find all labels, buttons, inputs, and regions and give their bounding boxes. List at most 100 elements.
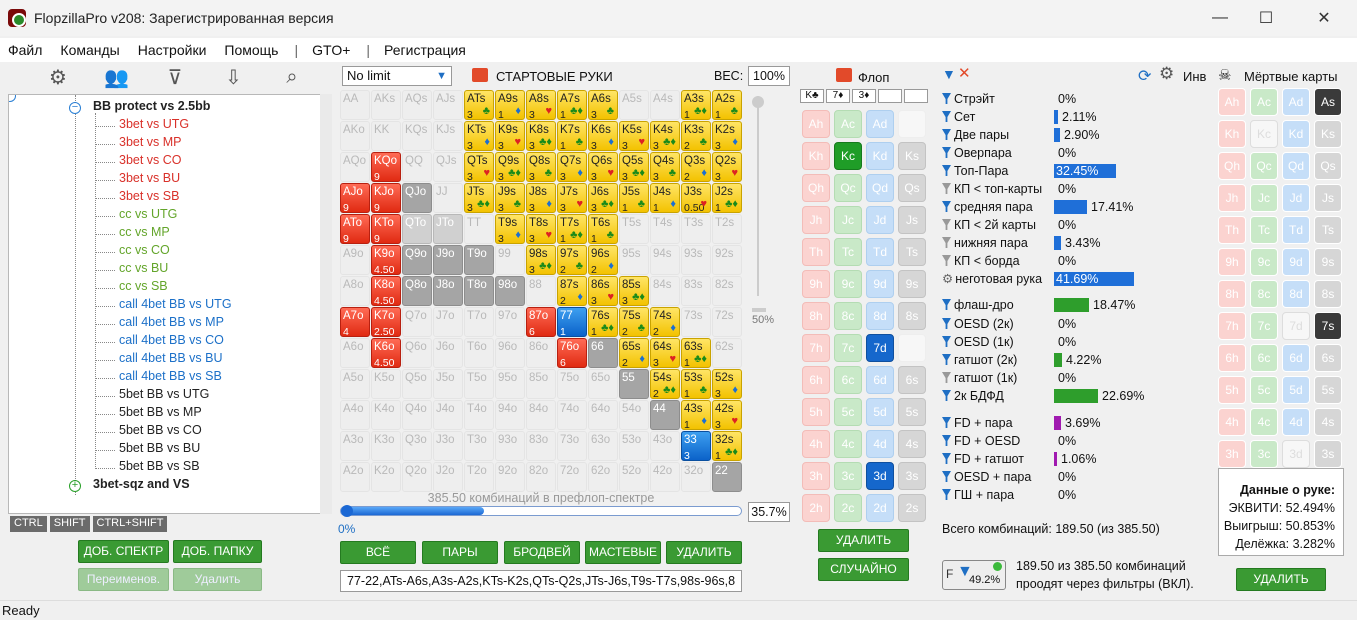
dead-card-4s[interactable]: 4s bbox=[1314, 408, 1342, 436]
filter-icon[interactable] bbox=[942, 471, 951, 482]
hand-cell[interactable]: 92o bbox=[495, 462, 525, 492]
hand-cell[interactable]: T8s 3 ♥ bbox=[526, 214, 556, 244]
flop-delete-button[interactable]: УДАЛИТЬ bbox=[818, 529, 909, 552]
hand-cell[interactable]: A8s 3 ♥ bbox=[526, 90, 556, 120]
flop-card-3h[interactable]: 3h bbox=[802, 462, 830, 490]
tree-item[interactable]: 3bet vs MP bbox=[119, 135, 182, 149]
hand-cell[interactable]: 98s 3 ♣♦ bbox=[526, 245, 556, 275]
hand-cell[interactable]: T6s 1 ♣ bbox=[588, 214, 618, 244]
filter-icon[interactable] bbox=[942, 93, 951, 104]
flop-card-4h[interactable]: 4h bbox=[802, 430, 830, 458]
hand-cell[interactable]: J6s 3 ♣♦ bbox=[588, 183, 618, 213]
rename-button[interactable]: Переименов. bbox=[78, 568, 169, 591]
stat-row[interactable]: средняя пара bbox=[942, 198, 1033, 216]
stat-row[interactable]: ⚙ неготовая рука bbox=[942, 270, 1042, 288]
hand-cell[interactable]: A7o 4 bbox=[340, 307, 370, 337]
hand-cell[interactable]: QJo bbox=[402, 183, 432, 213]
tree-folder-bb-protect[interactable]: BB protect vs 2.5bb bbox=[93, 99, 211, 113]
hand-cell[interactable]: A2s 1 ♣ bbox=[712, 90, 742, 120]
dead-card-Td[interactable]: Td bbox=[1282, 216, 1310, 244]
dead-card-8h[interactable]: 8h bbox=[1218, 280, 1246, 308]
flop-card-3d[interactable]: 3d bbox=[866, 462, 894, 490]
hand-cell[interactable]: T7s 1 ♣♦ bbox=[557, 214, 587, 244]
dead-card-Qs[interactable]: Qs bbox=[1314, 152, 1342, 180]
tree-item[interactable]: cc vs MP bbox=[119, 225, 170, 239]
hand-cell[interactable]: Q7s 3 ♦ bbox=[557, 152, 587, 182]
hand-cell[interactable]: J8s 3 ♦ bbox=[526, 183, 556, 213]
hand-cell[interactable]: 74o bbox=[557, 400, 587, 430]
hand-cell[interactable]: 22 bbox=[712, 462, 742, 492]
hand-cell[interactable]: K5o bbox=[371, 369, 401, 399]
flop-card-6c[interactable]: 6c bbox=[834, 366, 862, 394]
suited-button[interactable]: МАСТЕВЫЕ bbox=[585, 541, 661, 564]
hand-cell[interactable]: AQo bbox=[340, 152, 370, 182]
tree-item[interactable]: 5bet BB vs BU bbox=[119, 441, 201, 455]
flop-card-2s[interactable]: 2s bbox=[898, 494, 926, 522]
flop-card-Kd[interactable]: Kd bbox=[866, 142, 894, 170]
dead-card-8c[interactable]: 8c bbox=[1250, 280, 1278, 308]
flop-card-8s[interactable]: 8s bbox=[898, 302, 926, 330]
hand-cell[interactable]: KQs bbox=[402, 121, 432, 151]
flop-card-7c[interactable]: 7c bbox=[834, 334, 862, 362]
hand-cell[interactable]: 76o 6 bbox=[557, 338, 587, 368]
tab-ctrl-shift[interactable]: CTRL+SHIFT bbox=[92, 516, 168, 532]
stat-row[interactable]: 2к БДФД bbox=[942, 387, 1004, 405]
filter-toggle-button[interactable]: F ▼ 49.2% bbox=[942, 560, 1006, 590]
hand-cell[interactable]: 95s bbox=[619, 245, 649, 275]
minimize-icon[interactable]: — bbox=[1212, 9, 1228, 26]
hand-cell[interactable]: Q2o bbox=[402, 462, 432, 492]
filter-icon[interactable] bbox=[942, 390, 951, 401]
hand-cell[interactable]: K4o bbox=[371, 400, 401, 430]
tree-item[interactable]: cc vs CO bbox=[119, 243, 170, 257]
flop-card-6s[interactable]: 6s bbox=[898, 366, 926, 394]
tab-shift[interactable]: SHIFT bbox=[49, 516, 90, 532]
hand-cell[interactable]: KQo 9 bbox=[371, 152, 401, 182]
stat-row[interactable]: Две пары bbox=[942, 126, 1009, 144]
flop-card-6h[interactable]: 6h bbox=[802, 366, 830, 394]
dead-card-9s[interactable]: 9s bbox=[1314, 248, 1342, 276]
hand-cell[interactable]: 54o bbox=[619, 400, 649, 430]
tree-item[interactable]: call 4bet BB vs BU bbox=[119, 351, 223, 365]
hand-cell[interactable]: Q4o bbox=[402, 400, 432, 430]
hand-cell[interactable]: AQs bbox=[402, 90, 432, 120]
dead-card-3d[interactable]: 3d bbox=[1282, 440, 1310, 468]
flop-card-Jd[interactable]: Jd bbox=[866, 206, 894, 234]
close-icon[interactable]: ✕ bbox=[1317, 10, 1331, 27]
hand-cell[interactable]: 73o bbox=[557, 431, 587, 461]
dead-card-5c[interactable]: 5c bbox=[1250, 376, 1278, 404]
hand-cell[interactable]: KK bbox=[371, 121, 401, 151]
hand-cell[interactable]: T3s bbox=[681, 214, 711, 244]
dead-card-6d[interactable]: 6d bbox=[1282, 344, 1310, 372]
hand-cell[interactable]: 65o bbox=[588, 369, 618, 399]
hand-cell[interactable]: 75o bbox=[557, 369, 587, 399]
dead-card-Kh[interactable]: Kh bbox=[1218, 120, 1246, 148]
hand-cell[interactable]: 99 bbox=[495, 245, 525, 275]
hand-cell[interactable]: ATs 3 ♣ bbox=[464, 90, 494, 120]
hand-cell[interactable]: 88 bbox=[526, 276, 556, 306]
hand-cell[interactable]: 55 bbox=[619, 369, 649, 399]
filter-icon[interactable] bbox=[942, 129, 951, 140]
dead-card-8d[interactable]: 8d bbox=[1282, 280, 1310, 308]
stat-row[interactable]: Стрэйт bbox=[942, 90, 995, 108]
dead-card-6h[interactable]: 6h bbox=[1218, 344, 1246, 372]
tree-item[interactable]: call 4bet BB vs UTG bbox=[119, 297, 232, 311]
hand-cell[interactable]: AJo 9 bbox=[340, 183, 370, 213]
flop-card-8c[interactable]: 8c bbox=[834, 302, 862, 330]
maximize-icon[interactable]: ☐ bbox=[1258, 10, 1274, 27]
dead-card-4c[interactable]: 4c bbox=[1250, 408, 1278, 436]
hand-cell[interactable]: K7o 2.50 bbox=[371, 307, 401, 337]
flop-card-Ac[interactable]: Ac bbox=[834, 110, 862, 138]
hand-cell[interactable]: 93o bbox=[495, 431, 525, 461]
flop-card-4d[interactable]: 4d bbox=[866, 430, 894, 458]
hand-cell[interactable]: 65s 2 ♦ bbox=[619, 338, 649, 368]
tree-item[interactable]: cc vs SB bbox=[119, 279, 168, 293]
stat-row[interactable]: флаш-дро bbox=[942, 296, 1014, 314]
hand-cell[interactable]: T4s bbox=[650, 214, 680, 244]
users-icon[interactable]: 👥 bbox=[104, 66, 129, 89]
hand-cell[interactable]: 87o 6 bbox=[526, 307, 556, 337]
stat-row[interactable]: КП < борда bbox=[942, 252, 1020, 270]
flop-card-Js[interactable]: Js bbox=[898, 206, 926, 234]
hand-cell[interactable]: JJ bbox=[433, 183, 463, 213]
range-string-input[interactable]: 77-22,ATs-A6s,A3s-A2s,KTs-K2s,QTs-Q2s,JT… bbox=[340, 570, 742, 592]
hand-cell[interactable]: 75s 2 ♣ bbox=[619, 307, 649, 337]
